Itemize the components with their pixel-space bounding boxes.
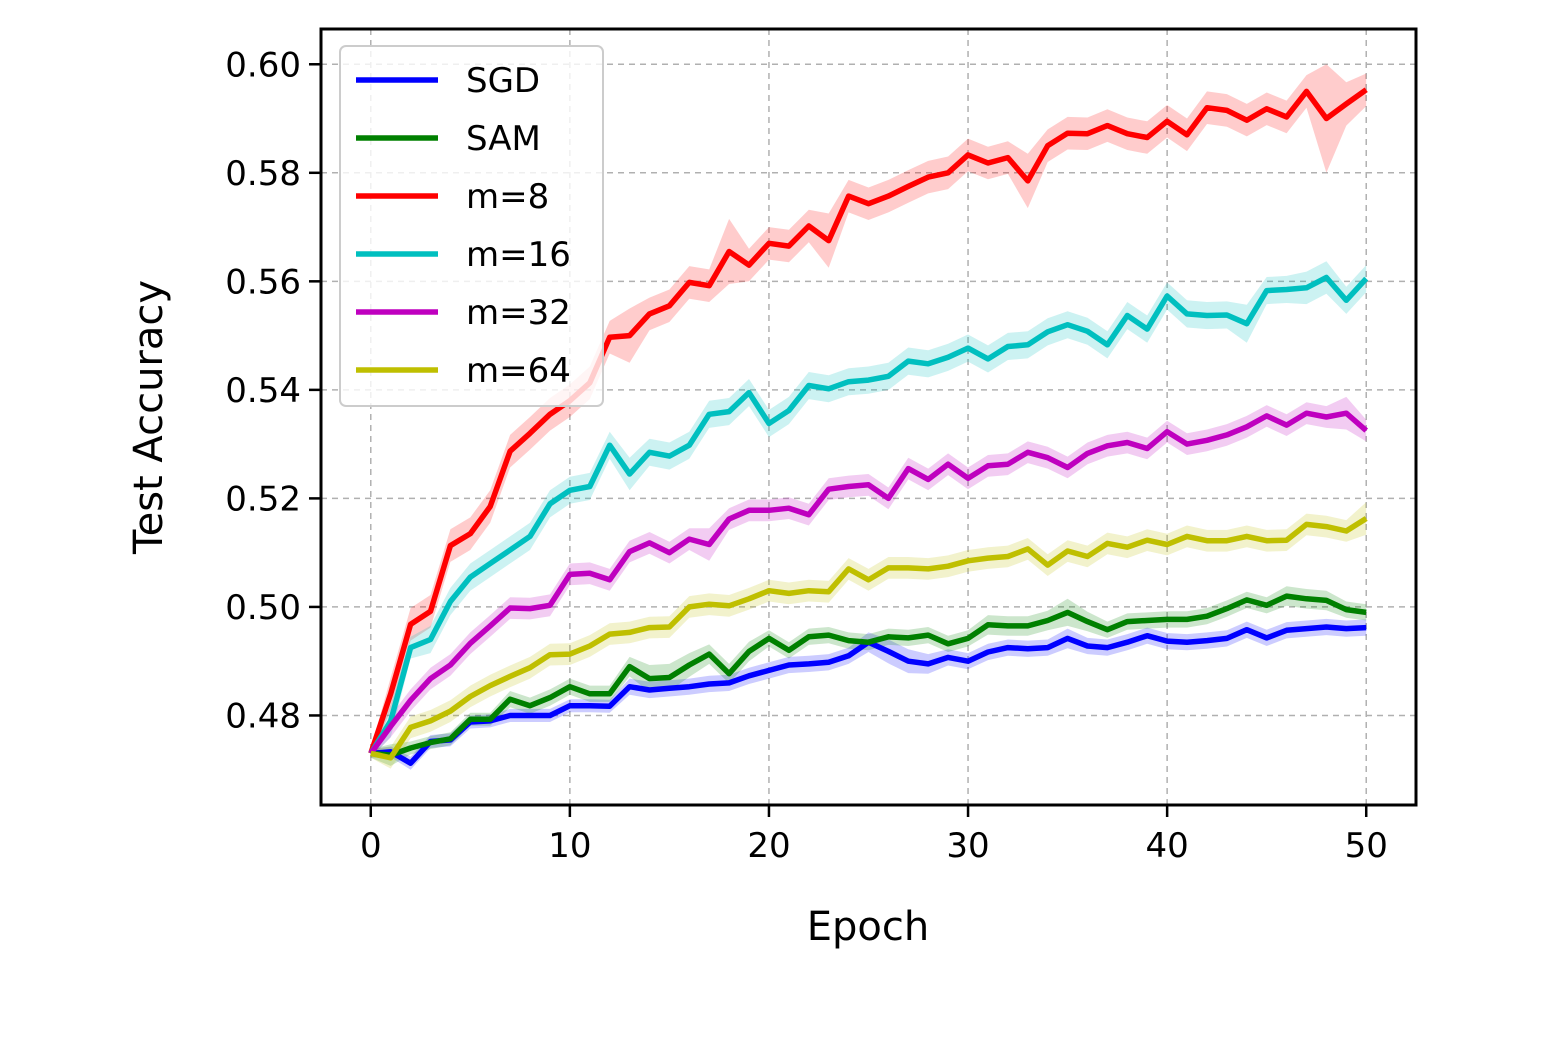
legend-label: m=64 xyxy=(466,351,571,391)
legend-label: m=16 xyxy=(466,235,571,275)
x-tick-label: 30 xyxy=(946,826,989,866)
y-tick-label: 0.48 xyxy=(225,696,301,736)
series-line-m=64 xyxy=(370,516,1368,761)
legend-label: m=32 xyxy=(466,293,571,333)
series-line-m=8 xyxy=(368,87,1368,755)
x-tick-label: 20 xyxy=(747,826,790,866)
grid-lines xyxy=(321,29,1416,805)
x-axis-label: Epoch xyxy=(807,904,929,950)
series-line-m=32 xyxy=(368,410,1369,756)
plot-frame xyxy=(319,27,1418,807)
x-tick-label: 10 xyxy=(548,826,591,866)
band-SGD xyxy=(370,618,1367,770)
series-lines xyxy=(368,87,1369,766)
x-tick-label: 50 xyxy=(1345,826,1388,866)
x-tick-label: 0 xyxy=(360,826,382,866)
y-axis-label: Test Accuracy xyxy=(126,280,172,555)
y-tick-label: 0.52 xyxy=(225,479,301,519)
y-axis-ticks: 0.48 0.50 0.52 0.54 0.56 0.58 0.60 xyxy=(225,45,321,736)
legend-label: SGD xyxy=(466,61,540,101)
series-line-SAM xyxy=(370,593,1367,758)
y-tick-label: 0.60 xyxy=(225,45,301,85)
y-tick-label: 0.58 xyxy=(225,154,301,194)
series-line-m=16 xyxy=(368,274,1369,755)
band-SAM xyxy=(370,586,1367,766)
x-axis-ticks: 0 10 20 30 40 50 xyxy=(360,805,1388,866)
y-tick-label: 0.56 xyxy=(225,262,301,302)
y-tick-label: 0.50 xyxy=(225,588,301,628)
x-tick-label: 40 xyxy=(1146,826,1189,866)
legend: SGD SAM m=8 m=16 m=32 m=64 xyxy=(339,45,604,407)
legend-label: m=8 xyxy=(466,177,549,217)
y-tick-label: 0.54 xyxy=(225,371,301,411)
legend-label: SAM xyxy=(466,119,541,159)
